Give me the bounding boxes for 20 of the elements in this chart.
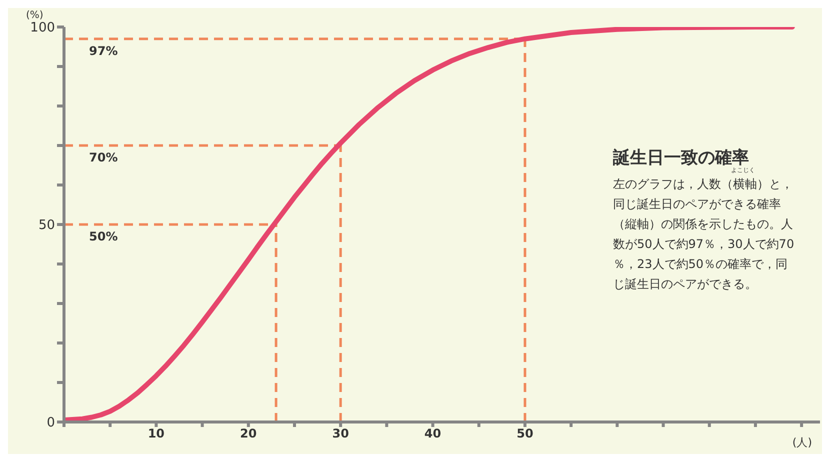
annotation: 同じ誕生日のペアができる確率 bbox=[613, 196, 782, 213]
y-tick-label: 0 bbox=[46, 416, 55, 431]
x-tick-label: 20 bbox=[240, 426, 257, 441]
ref-line-label: 97% bbox=[89, 44, 118, 58]
annotation: 誕生日一致の確率 bbox=[613, 147, 750, 168]
annotation: 数が50人で約97％，30人で約70 bbox=[613, 236, 796, 253]
x-axis-title: (人) bbox=[792, 436, 812, 449]
ref-line-label: 70% bbox=[89, 150, 118, 164]
annotation: ％，23人で約50％の確率で，同 bbox=[613, 256, 789, 273]
annotation: （縦軸）の関係を示したもの。人 bbox=[613, 216, 794, 233]
y-tick-label: 100 bbox=[30, 20, 55, 36]
annotation: じ誕生日のペアができる。 bbox=[613, 276, 758, 293]
annotation: 左のグラフは，人数（横軸）と， bbox=[613, 176, 794, 193]
x-tick-label: 40 bbox=[424, 426, 442, 441]
x-tick-label: 30 bbox=[332, 426, 349, 441]
y-tick-label: 50 bbox=[38, 218, 55, 234]
x-tick-label: 50 bbox=[516, 426, 534, 441]
x-tick-label: 10 bbox=[148, 426, 165, 441]
y-axis-title: (%) bbox=[26, 10, 44, 21]
ref-line-label: 50% bbox=[89, 230, 118, 244]
